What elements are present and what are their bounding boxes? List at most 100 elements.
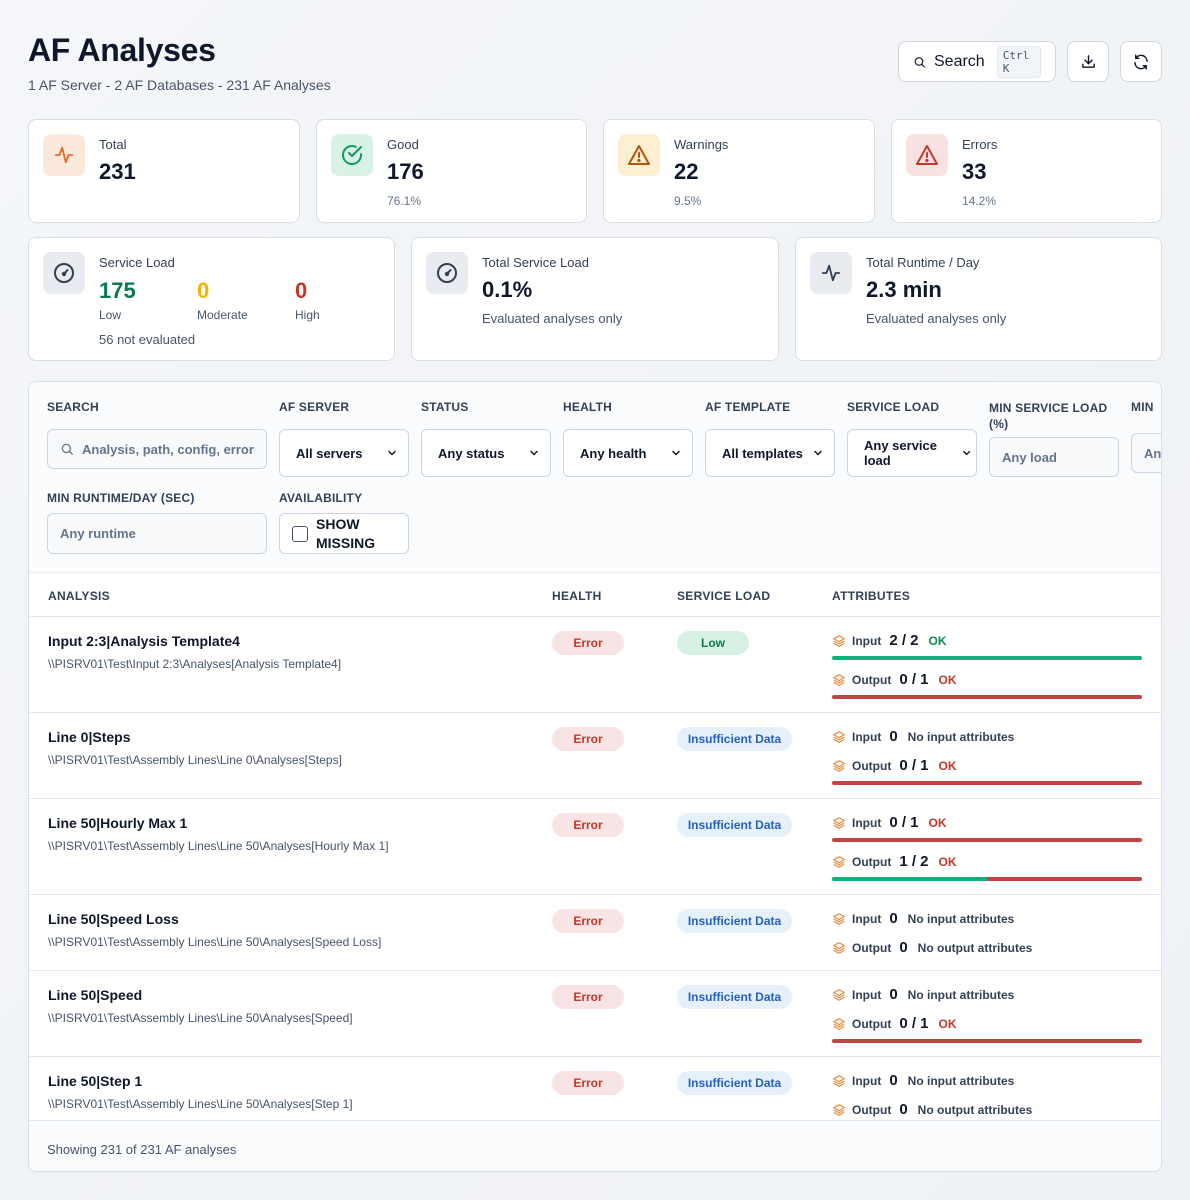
page-header: AF Analyses 1 AF Server - 2 AF Databases… xyxy=(28,32,331,93)
show-missing-toggle[interactable]: SHOW MISSING xyxy=(279,513,409,554)
output-status: OK xyxy=(938,758,957,773)
min-service-load-input[interactable]: Any load xyxy=(989,437,1119,477)
total-service-load-value: 0.1% xyxy=(482,277,533,302)
analysis-name[interactable]: Input 2:3|Analysis Template4 xyxy=(48,633,240,649)
min-runtime-placeholder: Any runtime xyxy=(60,526,136,541)
service-load-value: Any service load xyxy=(864,438,937,468)
input-message: No input attributes xyxy=(907,911,1015,926)
output-attributes: Output 0 No output attributes xyxy=(832,939,1032,956)
status-select[interactable]: Any status xyxy=(421,429,551,477)
min-runtime-input[interactable]: Any runtime xyxy=(47,513,267,554)
health-select[interactable]: Any health xyxy=(563,429,693,477)
output-label: Output xyxy=(852,672,892,687)
errors-percentage: 14.2% xyxy=(962,194,997,208)
errors-label: Errors xyxy=(962,137,998,152)
input-attributes: Input 0 No input attributes xyxy=(832,986,1014,1003)
refresh-button[interactable] xyxy=(1120,41,1162,82)
filter-availability-label: AVAILABILITY xyxy=(279,491,363,505)
input-attributes: Input 0 / 1 OK xyxy=(832,814,947,831)
warnings-value: 22 xyxy=(674,159,699,184)
table-row[interactable]: Input 2:3|Analysis Template4 \\PISRV01\T… xyxy=(29,616,1161,712)
analysis-name[interactable]: Line 0|Steps xyxy=(48,729,131,745)
filter-health-label: HEALTH xyxy=(563,400,612,414)
gauge-icon xyxy=(43,252,85,294)
min-filter-input[interactable]: Any xyxy=(1131,433,1161,473)
table-row[interactable]: Line 50|Step 1 \\PISRV01\Test\Assembly L… xyxy=(29,1056,1161,1122)
af-template-select[interactable]: All templates xyxy=(705,429,835,477)
table-row[interactable]: Line 50|Speed Loss \\PISRV01\Test\Assemb… xyxy=(29,894,1161,970)
column-header-analysis[interactable]: ANALYSIS xyxy=(48,589,110,603)
total-runtime-value: 2.3 min xyxy=(866,277,942,302)
output-label: Output xyxy=(852,940,892,955)
total-service-load-card: Total Service Load 0.1% Evaluated analys… xyxy=(411,237,779,361)
service-load-badge: Insufficient Data xyxy=(677,909,792,933)
analysis-name[interactable]: Line 50|Speed xyxy=(48,987,143,1003)
output-progress-bar xyxy=(832,695,1142,699)
health-badge: Error xyxy=(552,1071,624,1095)
results-count: Showing 231 of 231 AF analyses xyxy=(47,1142,237,1157)
search-placeholder: Analysis, path, config, error xyxy=(82,441,254,457)
search-button-label: Search xyxy=(934,52,985,70)
input-message: No input attributes xyxy=(907,987,1015,1002)
search-icon xyxy=(61,443,73,455)
good-label: Good xyxy=(387,137,419,152)
input-count: 0 xyxy=(889,728,898,745)
table-row[interactable]: Line 0|Steps \\PISRV01\Test\Assembly Lin… xyxy=(29,712,1161,798)
good-percentage: 76.1% xyxy=(387,194,422,208)
layers-icon xyxy=(833,634,845,647)
load-high-value: 0 xyxy=(295,278,308,303)
input-status: OK xyxy=(928,633,947,648)
af-template-value: All templates xyxy=(722,445,803,461)
analysis-name[interactable]: Line 50|Speed Loss xyxy=(48,911,179,927)
output-count: 0 / 1 xyxy=(899,1015,929,1032)
chevron-down-icon xyxy=(962,450,970,456)
analyses-table: ANALYSIS HEALTH SERVICE LOAD ATTRIBUTES … xyxy=(29,572,1161,1121)
header-actions: Search Ctrl K xyxy=(898,41,1162,82)
service-load-badge: Insufficient Data xyxy=(677,985,792,1009)
output-message: No output attributes xyxy=(917,940,1033,955)
filter-min-runtime-label: MIN RUNTIME/DAY (SEC) xyxy=(47,491,195,505)
not-evaluated-note: 56 not evaluated xyxy=(99,332,196,347)
layers-icon xyxy=(833,941,845,954)
total-runtime-label: Total Runtime / Day xyxy=(866,255,980,270)
table-row[interactable]: Line 50|Hourly Max 1 \\PISRV01\Test\Asse… xyxy=(29,798,1161,894)
download-button[interactable] xyxy=(1067,41,1109,82)
warning-icon xyxy=(618,134,660,176)
health-value: Any health xyxy=(580,445,647,461)
filter-min-label: MIN xyxy=(1131,400,1154,414)
output-label: Output xyxy=(852,758,892,773)
input-label: Input xyxy=(852,987,882,1002)
load-moderate-value: 0 xyxy=(197,278,210,303)
search-button[interactable]: Search Ctrl K xyxy=(898,41,1056,82)
layers-icon xyxy=(833,730,845,743)
analysis-name[interactable]: Line 50|Hourly Max 1 xyxy=(48,815,188,831)
errors-value: 33 xyxy=(962,159,987,184)
total-service-load-note: Evaluated analyses only xyxy=(482,311,623,326)
total-runtime-card: Total Runtime / Day 2.3 min Evaluated an… xyxy=(795,237,1162,361)
analysis-name[interactable]: Line 50|Step 1 xyxy=(48,1073,143,1089)
output-status: OK xyxy=(938,1016,957,1031)
search-shortcut: Ctrl K xyxy=(996,45,1041,78)
analysis-path: \\PISRV01\Test\Assembly Lines\Line 50\An… xyxy=(48,839,389,853)
good-card: Good 176 76.1% xyxy=(316,119,587,223)
af-server-select[interactable]: All servers xyxy=(279,429,409,477)
column-header-health[interactable]: HEALTH xyxy=(552,589,602,603)
table-row[interactable]: Line 50|Speed \\PISRV01\Test\Assembly Li… xyxy=(29,970,1161,1056)
download-icon xyxy=(1081,55,1095,68)
output-message: No output attributes xyxy=(917,1102,1033,1117)
total-value: 231 xyxy=(99,159,136,184)
input-attributes: Input 0 No input attributes xyxy=(832,910,1014,927)
chevron-down-icon xyxy=(672,450,680,456)
output-attributes: Output 0 / 1 OK xyxy=(832,671,957,688)
output-label: Output xyxy=(852,1016,892,1031)
search-input[interactable]: Analysis, path, config, error xyxy=(47,429,267,469)
output-attributes: Output 0 / 1 OK xyxy=(832,1015,957,1032)
input-attributes: Input 0 No input attributes xyxy=(832,1072,1014,1089)
output-status: OK xyxy=(938,854,957,869)
column-header-attributes[interactable]: ATTRIBUTES xyxy=(832,589,911,603)
warnings-label: Warnings xyxy=(674,137,729,152)
layers-icon xyxy=(833,1074,845,1087)
service-load-select[interactable]: Any service load xyxy=(847,429,977,477)
column-header-service-load[interactable]: SERVICE LOAD xyxy=(677,589,771,603)
show-missing-checkbox[interactable] xyxy=(292,525,308,542)
